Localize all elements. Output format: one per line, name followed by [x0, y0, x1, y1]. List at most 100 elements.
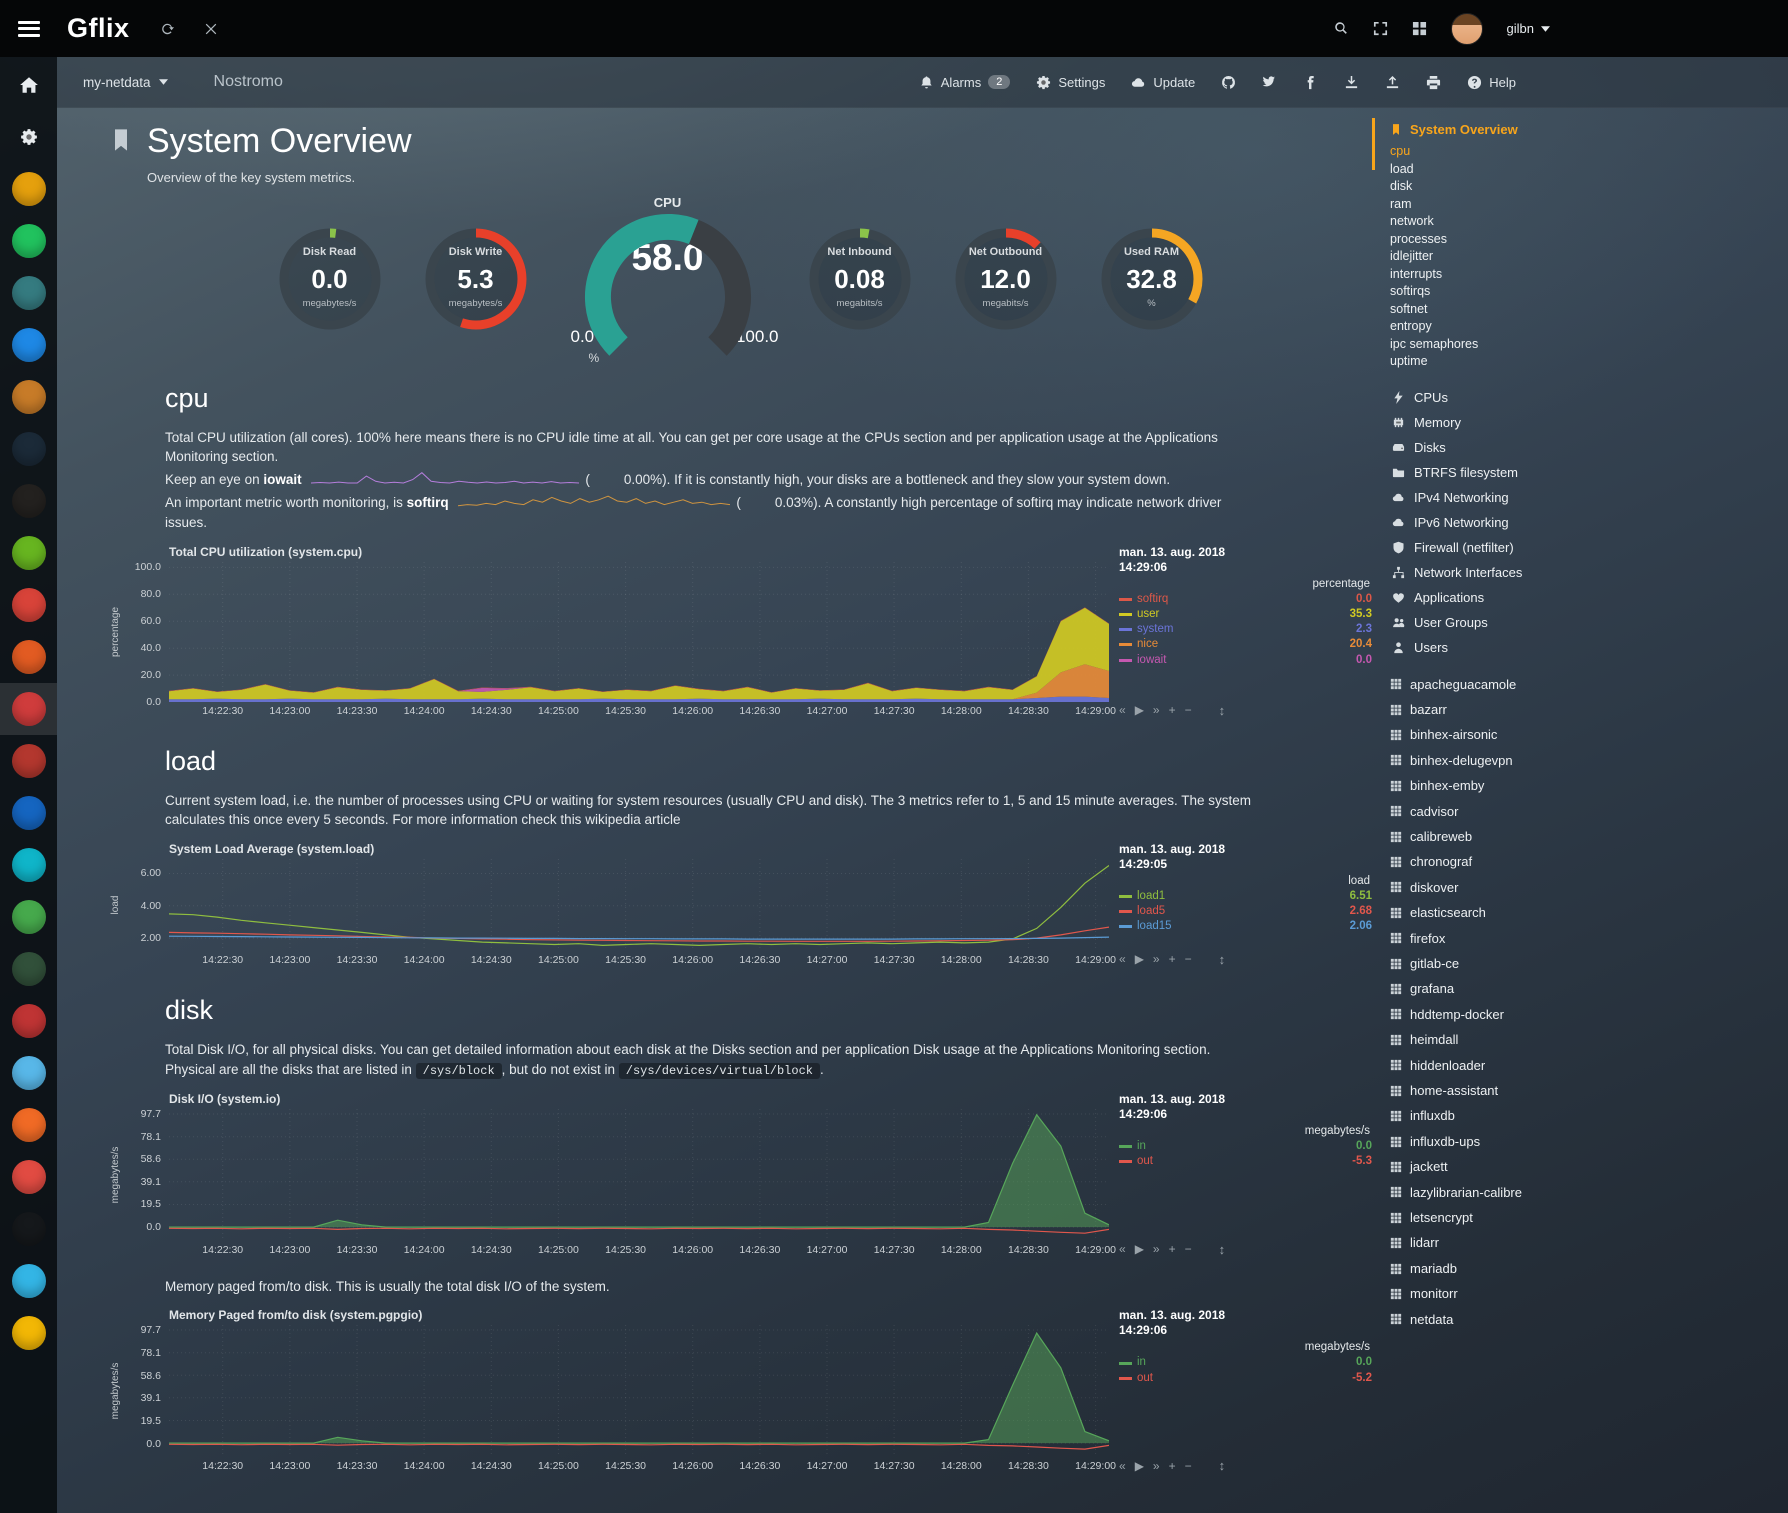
- hamburger-menu-icon[interactable]: [0, 20, 57, 37]
- user-menu[interactable]: gilbn: [1507, 21, 1550, 36]
- help-button[interactable]: Help: [1467, 75, 1516, 90]
- chart-toolbar[interactable]: « ▶ » + − ↕: [1119, 1458, 1372, 1475]
- chart-plot-area[interactable]: [169, 1325, 1109, 1458]
- legend-item-user[interactable]: user 35.3: [1119, 607, 1372, 622]
- app-shortcut-11[interactable]: [0, 683, 57, 735]
- chart-toolbar[interactable]: « ▶ » + − ↕: [1119, 703, 1372, 720]
- app-shortcut-7[interactable]: [0, 475, 57, 527]
- resize-icon[interactable]: ↕: [1218, 1241, 1226, 1257]
- gauge-cpu[interactable]: CPU 58.0 0.0 100.0 %: [570, 194, 779, 365]
- close-icon[interactable]: [204, 22, 218, 36]
- app-shortcut-16[interactable]: [0, 943, 57, 995]
- nav-item-softirqs[interactable]: softirqs: [1390, 284, 1431, 298]
- nav-item-cpu[interactable]: cpu: [1390, 144, 1411, 158]
- nav-app-cadvisor[interactable]: cadvisor: [1390, 799, 1788, 824]
- chart-toolbar[interactable]: « ▶ » + − ↕: [1119, 952, 1372, 969]
- play-icon[interactable]: ▶: [1134, 703, 1144, 718]
- resize-icon[interactable]: ↕: [1218, 702, 1226, 718]
- app-shortcut-2[interactable]: [0, 215, 57, 267]
- forward-icon[interactable]: »: [1152, 952, 1160, 967]
- refresh-icon[interactable]: [160, 22, 174, 36]
- nav-section-applications[interactable]: Applications: [1390, 585, 1788, 610]
- app-shortcut-19[interactable]: [0, 1099, 57, 1151]
- nav-item-interrupts[interactable]: interrupts: [1390, 266, 1443, 281]
- play-icon[interactable]: ▶: [1134, 952, 1144, 967]
- nav-app-heimdall[interactable]: heimdall: [1390, 1027, 1788, 1052]
- nav-section-disks[interactable]: Disks: [1390, 435, 1788, 460]
- nav-app-mariadb[interactable]: mariadb: [1390, 1256, 1788, 1281]
- gauge-used-ram[interactable]: Used RAM 32.8%: [1093, 220, 1211, 338]
- nav-app-monitorr[interactable]: monitorr: [1390, 1281, 1788, 1306]
- backward-icon[interactable]: «: [1119, 952, 1126, 967]
- gauge-net-outbound[interactable]: Net Outbound 12.0 megabits/s: [947, 220, 1065, 338]
- fullscreen-icon[interactable]: [1373, 21, 1388, 36]
- nav-app-home-assistant[interactable]: home-assistant: [1390, 1078, 1788, 1103]
- app-shortcut-23[interactable]: [0, 1307, 57, 1359]
- nav-app-lidarr[interactable]: lidarr: [1390, 1230, 1788, 1255]
- print-button[interactable]: [1426, 75, 1441, 90]
- gauge-net-inbound[interactable]: Net Inbound 0.08 megabits/s: [801, 220, 919, 338]
- resize-icon[interactable]: ↕: [1218, 1458, 1226, 1474]
- nav-app-influxdb-ups[interactable]: influxdb-ups: [1390, 1129, 1788, 1154]
- nav-item-ram[interactable]: ram: [1390, 196, 1412, 211]
- nav-app-lazylibrarian-calibre[interactable]: lazylibrarian-calibre: [1390, 1180, 1788, 1205]
- nav-app-binhex-delugevpn[interactable]: binhex-delugevpn: [1390, 748, 1788, 773]
- nav-section-user-groups[interactable]: User Groups: [1390, 610, 1788, 635]
- nav-section-memory[interactable]: Memory: [1390, 410, 1788, 435]
- nav-section-network-interfaces[interactable]: Network Interfaces: [1390, 560, 1788, 585]
- zoom-out-icon[interactable]: −: [1184, 1242, 1192, 1257]
- facebook-button[interactable]: [1303, 75, 1318, 90]
- legend-item-load1[interactable]: load1 6.51: [1119, 889, 1372, 904]
- legend-item-load5[interactable]: load5 2.68: [1119, 904, 1372, 919]
- nav-section-btrfs-filesystem[interactable]: BTRFS filesystem: [1390, 460, 1788, 485]
- nav-item-processes[interactable]: processes: [1390, 231, 1447, 246]
- nav-item-entropy[interactable]: entropy: [1390, 319, 1432, 333]
- nav-section-cpus[interactable]: CPUs: [1390, 385, 1788, 410]
- app-shortcut-5[interactable]: [0, 371, 57, 423]
- twitter-button[interactable]: [1262, 75, 1277, 90]
- nav-app-letsencrypt[interactable]: letsencrypt: [1390, 1205, 1788, 1230]
- play-icon[interactable]: ▶: [1134, 1242, 1144, 1257]
- nav-app-elasticsearch[interactable]: elasticsearch: [1390, 900, 1788, 925]
- app-shortcut-8[interactable]: [0, 527, 57, 579]
- gauge-disk-write[interactable]: Disk Write 5.3 megabytes/s: [417, 220, 535, 338]
- app-shortcut-22[interactable]: [0, 1255, 57, 1307]
- settings-button[interactable]: [0, 111, 57, 163]
- search-icon[interactable]: [1334, 21, 1349, 36]
- zoom-out-icon[interactable]: −: [1184, 1458, 1192, 1473]
- wikipedia-link[interactable]: wikipedia article: [585, 812, 681, 828]
- app-shortcut-4[interactable]: [0, 319, 57, 371]
- app-shortcut-21[interactable]: [0, 1203, 57, 1255]
- upload-button[interactable]: [1385, 75, 1400, 90]
- zoom-out-icon[interactable]: −: [1184, 703, 1192, 718]
- app-shortcut-13[interactable]: [0, 787, 57, 839]
- legend-item-softirq[interactable]: softirq 0.0: [1119, 592, 1372, 607]
- forward-icon[interactable]: »: [1152, 1242, 1160, 1257]
- download-button[interactable]: [1344, 75, 1359, 90]
- legend-item-system[interactable]: system 2.3: [1119, 622, 1372, 637]
- app-shortcut-12[interactable]: [0, 735, 57, 787]
- legend-item-out[interactable]: out -5.3: [1119, 1154, 1372, 1169]
- update-button[interactable]: Update: [1131, 75, 1195, 90]
- nav-app-calibreweb[interactable]: calibreweb: [1390, 824, 1788, 849]
- nav-app-netdata[interactable]: netdata: [1390, 1307, 1788, 1332]
- nav-app-hiddenloader[interactable]: hiddenloader: [1390, 1053, 1788, 1078]
- github-button[interactable]: [1221, 75, 1236, 90]
- chart-plot-area[interactable]: [169, 561, 1109, 702]
- nav-app-gitlab-ce[interactable]: gitlab-ce: [1390, 951, 1788, 976]
- avatar[interactable]: [1450, 12, 1483, 45]
- nav-item-softnet[interactable]: softnet: [1390, 301, 1428, 316]
- gauge-disk-read[interactable]: Disk Read 0.0 megabytes/s: [271, 220, 389, 338]
- nav-item-load[interactable]: load: [1390, 161, 1414, 176]
- legend-item-in[interactable]: in 0.0: [1119, 1355, 1372, 1370]
- zoom-in-icon[interactable]: +: [1168, 703, 1176, 718]
- app-shortcut-6[interactable]: [0, 423, 57, 475]
- chart-plot-area[interactable]: [169, 858, 1109, 951]
- nav-app-bazarr[interactable]: bazarr: [1390, 697, 1788, 722]
- settings-button[interactable]: Settings: [1036, 75, 1105, 90]
- nav-app-diskover[interactable]: diskover: [1390, 875, 1788, 900]
- app-shortcut-15[interactable]: [0, 891, 57, 943]
- chart-memory-paged[interactable]: Memory Paged from/to disk (system.pgpgio…: [110, 1308, 1372, 1475]
- nav-app-hddtemp-docker[interactable]: hddtemp-docker: [1390, 1002, 1788, 1027]
- app-shortcut-3[interactable]: [0, 267, 57, 319]
